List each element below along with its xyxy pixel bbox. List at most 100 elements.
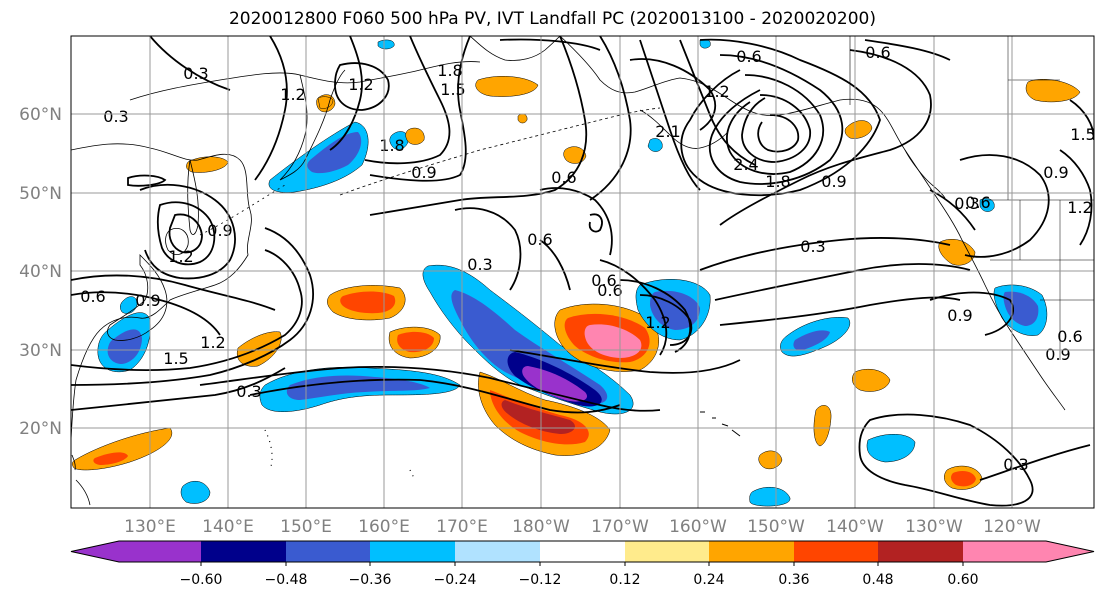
colorbar-segment [540,541,625,562]
coastline-hawaii [700,411,741,437]
plot-frame [70,35,1095,509]
contour-line [539,187,613,256]
positive-pv-160e-38n-core [340,291,396,314]
contour-line [369,36,471,182]
contour-label: 1.8 [765,172,790,191]
positive-pv-165w-48n [517,113,528,124]
contour-line [619,279,692,353]
contour-label: 1.8 [437,61,462,80]
longitude-label: 180°W [512,517,570,537]
longitude-label: 130°E [124,517,176,537]
contour-line [680,38,881,197]
coastline-north-america [961,239,1066,411]
contour-line [156,201,216,266]
contour-label: 1.2 [704,82,729,101]
contour-label: 0.6 [80,287,105,306]
longitude-label: 120°W [983,517,1041,537]
contour-line [708,54,844,185]
border-canada-provinces [1007,36,1060,200]
contour-line [127,174,167,187]
negative-pv-150w-south [749,486,791,507]
colorbar-segment [370,541,455,562]
positive-pv-155w-17n [758,450,783,470]
contour-label: 1.5 [440,80,465,99]
colorbar-tick-label: −0.60 [180,572,223,588]
positive-pv-130e-18n-core [93,452,128,465]
longitude-label: 150°W [747,517,805,537]
contour-line [699,237,951,271]
negative-pv-160w-core [650,290,700,330]
positive-pv-aleutian [475,76,539,97]
colorbar-segment [71,541,201,562]
contour-label: 0.9 [1045,345,1070,364]
colorbar-segment [963,541,1094,562]
latitude-label: 30°N [19,341,62,361]
coastline-alaska-peninsula [639,109,729,149]
coastline-siberia-north [129,61,481,101]
colorbar-segment [455,541,540,562]
contour-line [369,36,588,216]
coastline-alaska-west [469,36,561,61]
contour-label: 0.6 [551,168,576,187]
latitude-label: 20°N [19,419,62,439]
contour-label: 1.2 [645,313,670,332]
latitude-label: 50°N [19,184,62,204]
coastline-hokkaido [165,228,189,255]
negative-pv-130w-south [866,434,916,463]
contour-line [139,183,236,280]
longitude-label: 170°W [591,517,649,537]
contour-line [719,49,932,226]
colorbar-tick-label: 0.60 [947,572,978,588]
positive-pv-140w-22n [852,369,891,392]
contour-line [639,39,701,191]
colorbar-tick-label: −0.48 [265,572,308,588]
contour-label: 1.5 [163,349,188,368]
contour-label: 0.3 [103,107,128,126]
longitude-label: 140°E [202,517,254,537]
contour-label: 0.6 [591,271,616,290]
contour-label: 0.9 [947,306,972,325]
colorbar-outline [70,540,1095,563]
positive-pv-145w-20n [813,405,832,447]
positive-pv-kamchatka-east [317,96,334,109]
contour-label: 0.6 [736,47,761,66]
contour-label: 0.9 [1043,163,1068,182]
islands-micronesia [264,429,416,481]
negative-pv-north-2 [647,138,663,152]
contour-label: 0.6 [965,193,990,212]
contour-label: 0.6 [1057,327,1082,346]
contour-line [929,291,1015,336]
coastline-alaska [559,36,963,241]
contour-label: 0.9 [207,221,232,240]
colorbar: −0.60 −0.48 −0.36 −0.24 −0.12 0.12 0.24 0.36 0.4… [70,540,1095,588]
longitude-label: 160°W [669,517,727,537]
contour-label: 1.2 [280,85,305,104]
longitude-label: 140°W [826,517,884,537]
negative-pv-kamchatka-spot [389,131,409,150]
contour-line [199,365,661,412]
contour-line [757,114,800,153]
contour-line [249,378,621,414]
contour-line [588,213,603,233]
contour-line [364,36,451,165]
negative-pv-north-3 [979,198,995,212]
negative-pv-philippines [180,480,211,504]
contour-label: 2.4 [733,155,758,174]
contour-label: 0.3 [954,194,979,213]
contour-line [979,444,1091,481]
negative-pv-subtropical-core [286,375,430,400]
contour-label: 2.1 [655,122,680,141]
contour-line [499,38,601,51]
colorbar-tick-label: 0.36 [778,572,809,588]
contour-label: 0.3 [183,64,208,83]
contour-line [679,39,756,166]
contour-line [71,249,303,372]
contour-line [71,227,314,386]
contour-line [714,263,971,301]
map-title: 2020012800 F060 500 hPa PV, IVT Landfall… [228,9,876,29]
graticule [71,36,1094,508]
contour-label: 0.9 [821,172,846,191]
contour-line [71,291,221,336]
coastline-philippines [71,454,91,506]
